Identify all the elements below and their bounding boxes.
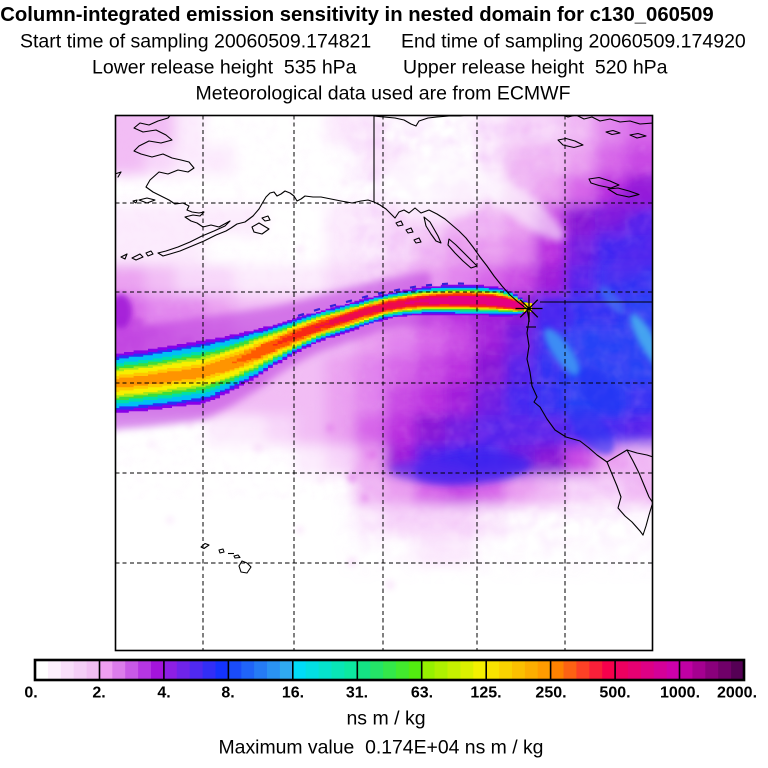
svg-text:63.: 63. [411,685,433,702]
svg-text:End time of sampling 20060509.: End time of sampling 20060509.174920 [401,31,746,53]
svg-text:ns m / kg: ns m / kg [346,708,425,730]
svg-text:Start time of sampling 2006050: Start time of sampling 20060509.174821 [20,31,371,53]
svg-text:250.: 250. [535,685,566,702]
svg-text:1000.: 1000. [660,685,700,702]
svg-text:500.: 500. [599,685,630,702]
svg-text:Column-integrated emission sen: Column-integrated emission sensitivity i… [0,4,713,26]
svg-text:4.: 4. [157,685,170,702]
svg-text:Lower release height 535 hPa: Lower release height 535 hPa [92,57,357,79]
svg-text:31.: 31. [346,685,368,702]
svg-text:Upper release height 520 hPa: Upper release height 520 hPa [403,57,668,79]
svg-text:Meteorological data used are f: Meteorological data used are from ECMWF [196,83,571,105]
svg-text:8.: 8. [221,685,234,702]
svg-text:2000.: 2000. [717,685,757,702]
svg-text:0.: 0. [24,685,37,702]
svg-text:125.: 125. [470,685,501,702]
svg-text:2.: 2. [92,685,105,702]
svg-text:Maximum value 0.174E+04 ns m: Maximum value 0.174E+04 ns m / kg [219,737,544,759]
svg-text:16.: 16. [282,685,304,702]
